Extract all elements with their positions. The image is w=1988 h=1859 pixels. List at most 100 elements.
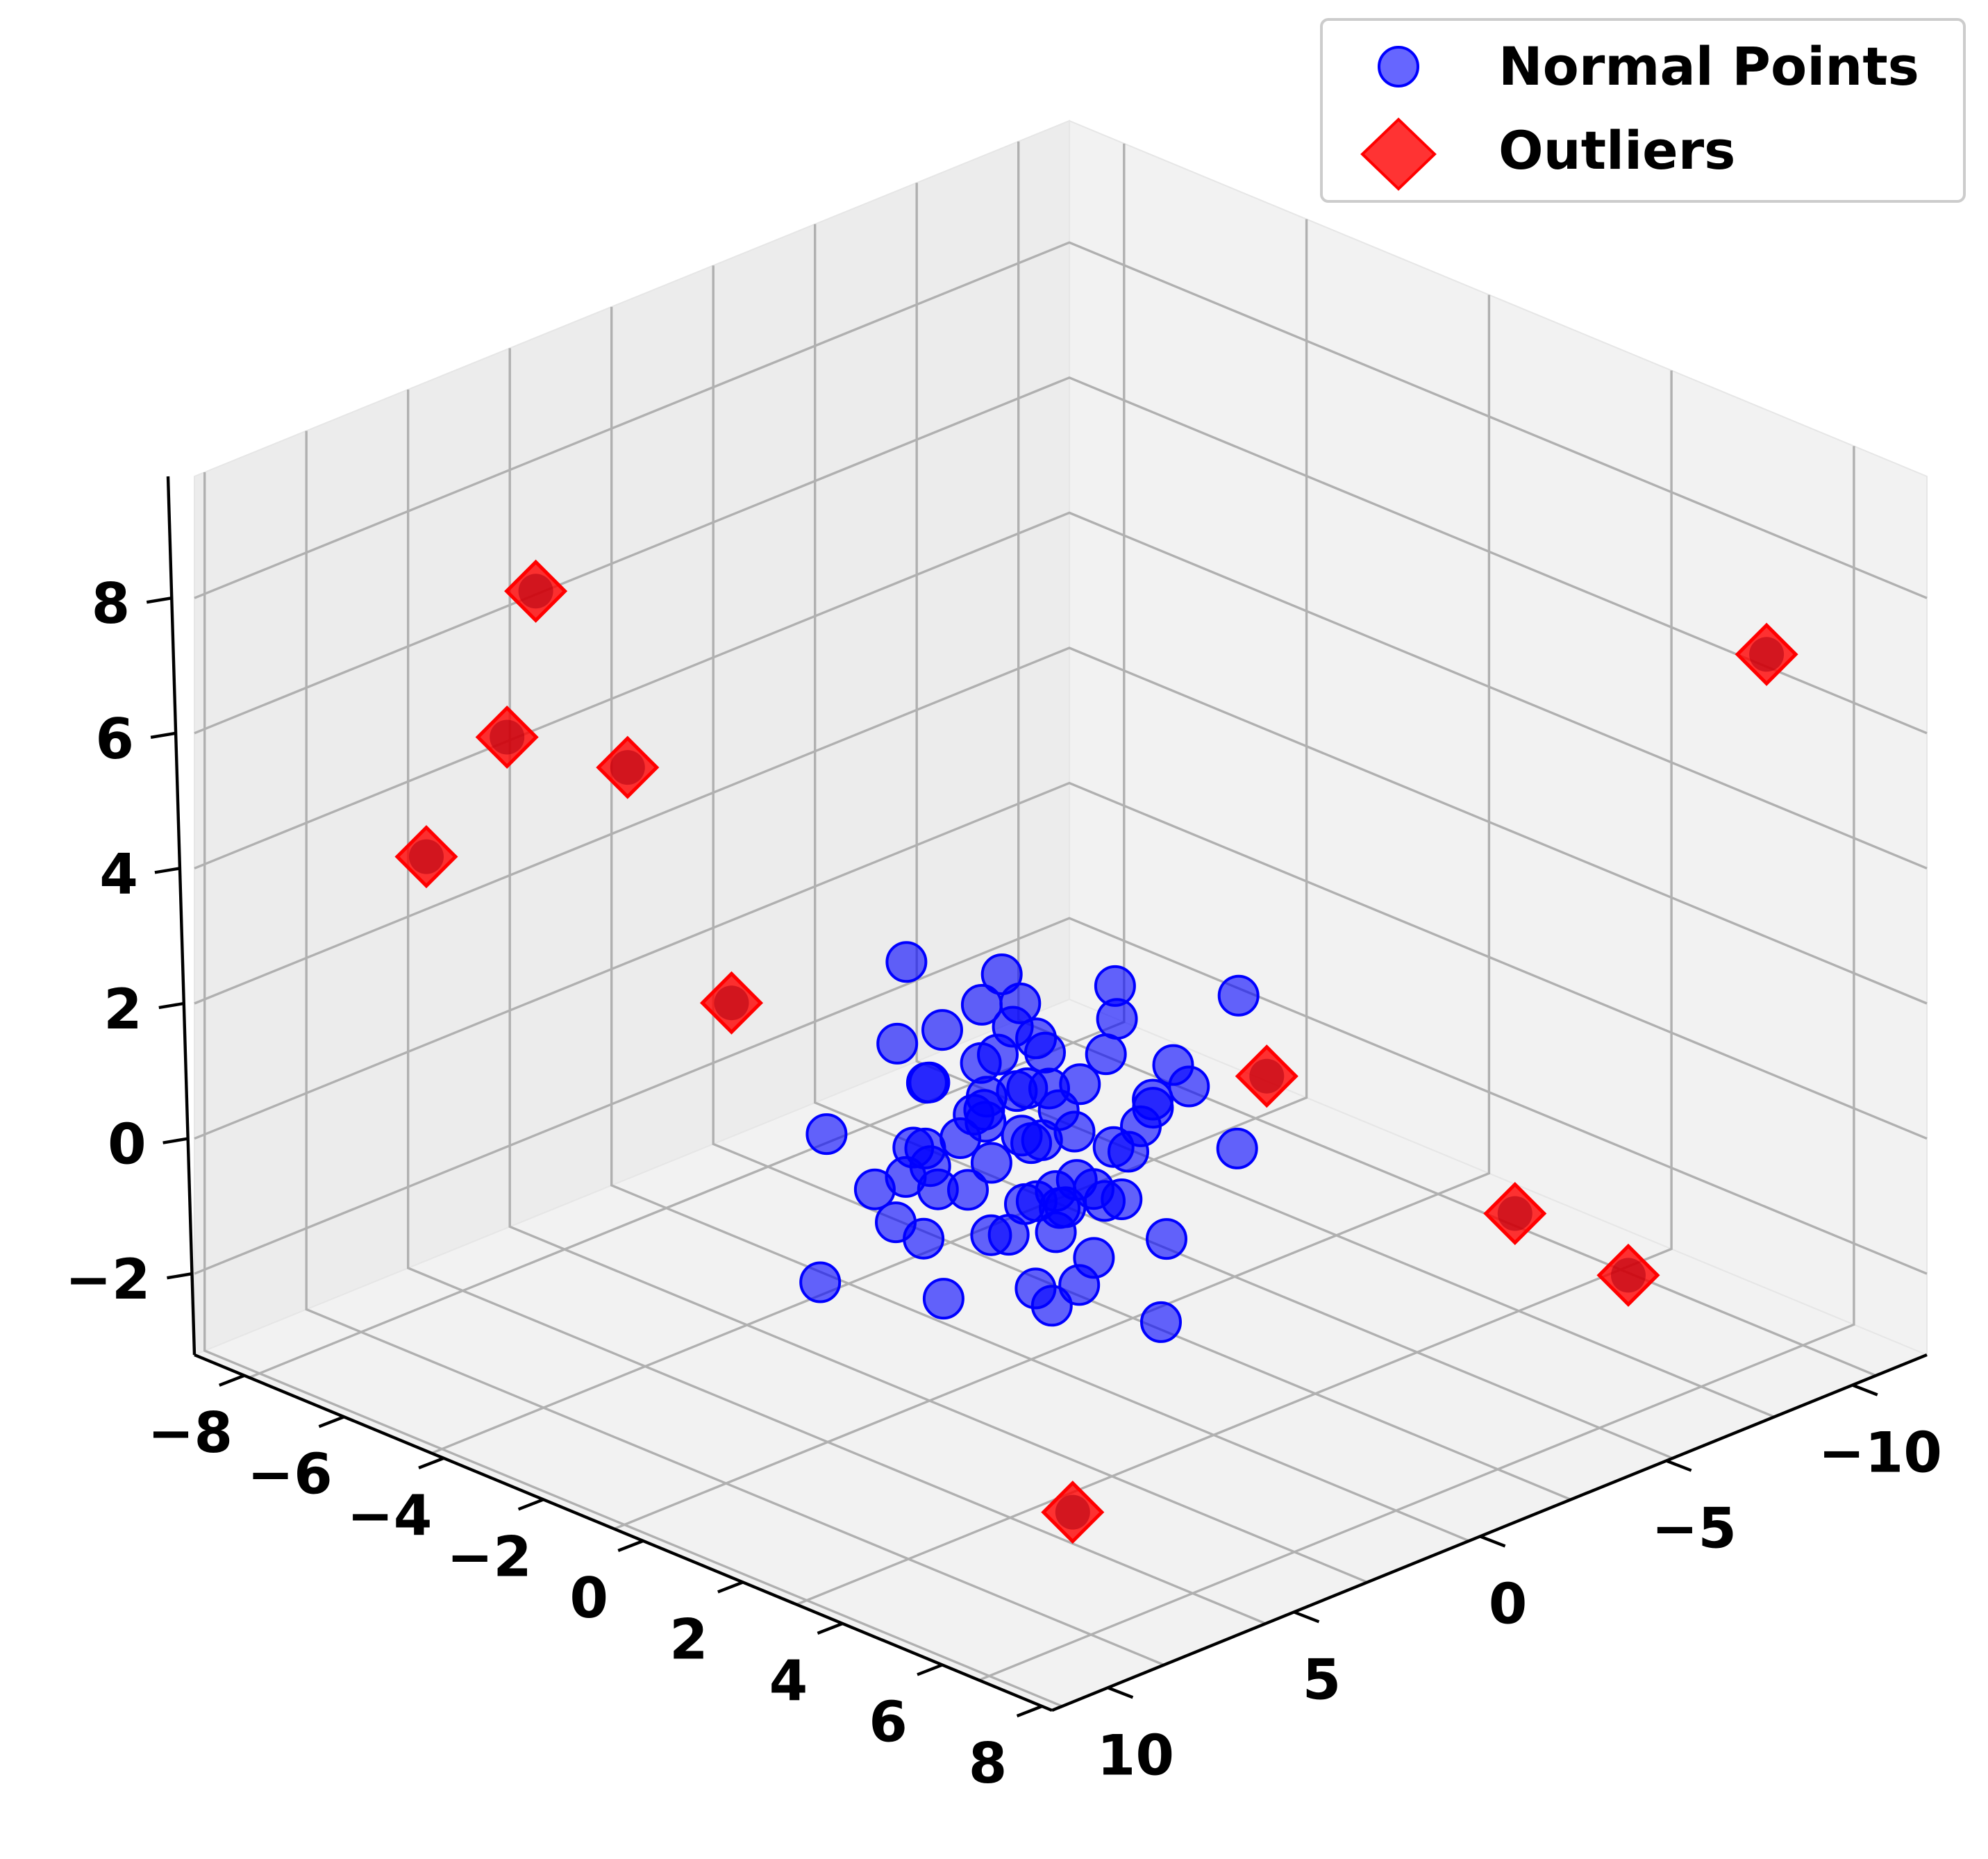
y-tick-label-0: −10 [1819,1421,1942,1485]
normal-point-53 [980,953,1023,995]
x-tick-label-5: 2 [669,1607,708,1672]
axis-panes [192,119,1929,1712]
y-tick-label-1: −5 [1651,1497,1737,1561]
x-gridline-8 [203,472,1063,1708]
x-tick-1 [318,1415,345,1428]
axes [166,476,1928,1712]
normal-point-65 [1216,1127,1258,1169]
normal-point-51 [1132,1087,1174,1129]
y-gridline-3 [431,219,1308,1455]
z-tick-label-0: −2 [65,1247,151,1312]
y-tick-0 [1851,1383,1878,1397]
z-gridline-4 [194,376,1928,735]
normal-point-64 [805,1113,848,1156]
normal-point-47 [1146,1218,1187,1260]
normal-point-5 [947,1169,989,1211]
legend-marker-outliers [1360,117,1437,191]
x-tick-2 [418,1456,444,1469]
x-tick-0 [219,1374,245,1387]
z-tick-2 [158,1001,185,1010]
outlier-point-core-4 [714,985,749,1021]
x-gridline-5 [508,348,1368,1583]
normal-point-39 [1101,1178,1143,1220]
z-axis-line [166,476,197,1356]
x-tick-label-6: 4 [769,1649,808,1713]
x-tick-label-8: 8 [969,1731,1008,1796]
z-tick-0 [167,1272,192,1280]
normal-point-26 [921,1009,963,1051]
y-axis-line [1051,1353,1928,1712]
x-tick-3 [517,1498,544,1511]
outlier-point-core-6 [1497,1196,1532,1231]
x-gridline-4 [610,306,1470,1542]
z-gridline-0 [194,917,1928,1275]
normal-point-44 [999,982,1042,1024]
x-gridline-3 [712,265,1571,1501]
x-tick-label-0: −8 [147,1401,233,1465]
outlier-point-core-1 [610,750,645,785]
normal-point-42 [970,1142,1012,1184]
y-tick-3 [1293,1610,1320,1624]
normal-point-63 [1140,1301,1182,1343]
legend-frame [1320,18,1966,203]
legend-label-normal-points: Normal Points [1498,35,1919,97]
z-tick-label-3: 4 [99,842,138,906]
x-tick-label-4: 0 [569,1566,608,1631]
x-tick-label-3: −2 [446,1524,532,1589]
y-tick-label-2: 0 [1489,1572,1528,1636]
y-gridline-1 [796,370,1673,1606]
outlier-point-core-3 [409,839,444,874]
outlier-point-core-8 [1055,1494,1090,1530]
outlier-point-core-2 [490,719,525,755]
z-gridline-1 [194,781,1928,1140]
z-tick-label-2: 2 [103,977,142,1042]
normal-point-20 [1004,1183,1046,1225]
normal-point-41 [1152,1044,1194,1086]
x-tick-label-1: −6 [247,1442,333,1506]
outlier-point-core-9 [1249,1058,1285,1094]
z-gridline-3 [194,511,1928,869]
normal-point-68 [922,1278,964,1320]
normal-point-60 [799,1261,842,1303]
outlier-point-core-0 [518,574,553,609]
z-tick-label-5: 8 [92,572,131,636]
normal-point-46 [876,1022,919,1065]
x-axis-line [194,1353,1053,1712]
x-tick-8 [1016,1704,1043,1718]
normal-point-4 [1059,1063,1101,1106]
normal-point-62 [885,941,928,983]
normal-point-25 [1096,998,1138,1040]
normal-point-32 [908,1061,951,1103]
normal-point-13 [1024,1031,1066,1074]
y-tick-1 [1665,1459,1692,1472]
outlier-point-core-5 [1611,1258,1646,1293]
normal-point-54 [904,1127,946,1169]
normal-point-10 [964,1101,1007,1143]
x-tick-7 [917,1663,943,1676]
normal-point-27 [1073,1237,1115,1279]
x-tick-5 [717,1581,744,1594]
x-tick-label-7: 6 [869,1690,908,1755]
y-tick-2 [1479,1535,1506,1548]
y-tick-label-3: 5 [1303,1647,1342,1712]
z-tick-4 [150,731,176,739]
y-tick-label-4: 10 [1097,1723,1174,1787]
normal-point-61 [1217,974,1260,1017]
z-tick-label-4: 6 [95,707,134,772]
x-tick-4 [617,1539,644,1552]
z-tick-1 [162,1137,189,1144]
legend-marker-normal-points [1378,46,1419,87]
x-gridline-7 [305,431,1164,1667]
x-tick-label-2: −4 [347,1483,433,1548]
normal-point-66 [1055,1159,1098,1201]
normal-point-52 [1030,1285,1073,1327]
normal-point-22 [977,1033,1019,1076]
y-gridline-2 [613,294,1491,1531]
legend: Normal Points Outliers [1320,18,1966,203]
normal-point-48 [853,1168,896,1210]
normal-point-24 [903,1217,945,1260]
z-tick-label-1: 0 [108,1112,147,1177]
z-tick-3 [154,867,181,874]
x-gridline-2 [813,224,1673,1460]
